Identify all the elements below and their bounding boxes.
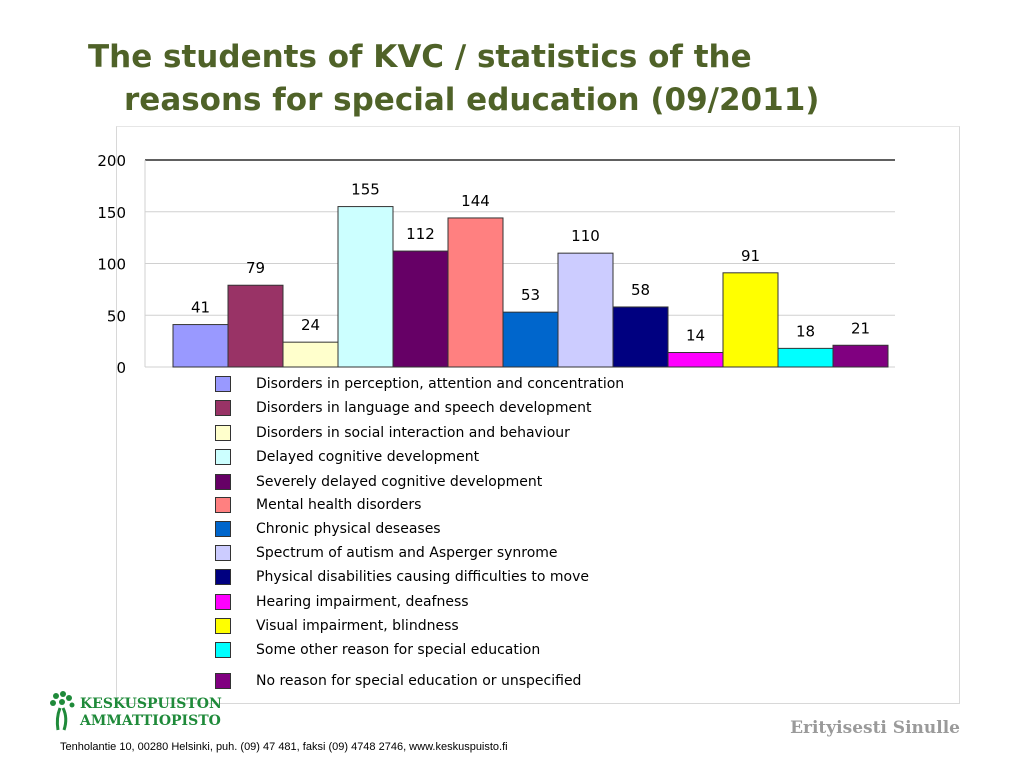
- legend-swatch: [215, 569, 231, 585]
- slogan: Erityisesti Sinulle: [790, 718, 960, 738]
- legend-swatch: [215, 474, 231, 490]
- legend-label: Spectrum of autism and Asperger synrome: [256, 545, 558, 561]
- bar: [557, 252, 614, 368]
- legend-label: Severely delayed cognitive development: [256, 474, 543, 490]
- legend-label: Mental health disorders: [256, 497, 422, 513]
- logo-text-line-2: AMMATTIOPISTO: [80, 713, 221, 729]
- slide-title: The students of KVC / statistics of the …: [88, 36, 988, 122]
- bar-chart: 0 50 100 150 200 41 79 24 155 112 144 53 110 58 14 91 18…: [97, 152, 895, 377]
- y-tick-label: 100: [97, 256, 126, 274]
- legend-swatch: [215, 594, 231, 610]
- bar: [667, 352, 724, 368]
- legend-swatch: [215, 673, 231, 689]
- bar: [722, 272, 779, 368]
- data-label: 53: [521, 286, 540, 304]
- legend-label: Disorders in language and speech develop…: [256, 400, 592, 416]
- legend-swatch: [215, 497, 231, 513]
- legend-swatch: [215, 449, 231, 465]
- bar: [227, 284, 284, 368]
- legend-swatch: [215, 618, 231, 634]
- chart-frame: [116, 126, 960, 704]
- legend-label: Some other reason for special education: [256, 642, 541, 658]
- bar: [832, 344, 889, 368]
- data-label: 21: [851, 319, 870, 337]
- legend-swatch: [215, 642, 231, 658]
- bar: [502, 311, 559, 368]
- data-label: 112: [406, 225, 435, 243]
- data-label: 144: [461, 192, 490, 210]
- bar: [282, 341, 339, 368]
- data-label: 58: [631, 281, 650, 299]
- legend-label: Disorders in perception, attention and c…: [256, 376, 625, 392]
- data-label: 41: [191, 299, 210, 317]
- legend-label: Hearing impairment, deafness: [256, 594, 469, 610]
- bar: [392, 250, 449, 368]
- footer-address: Tenholantie 10, 00280 Helsinki, puh. (09…: [60, 741, 508, 753]
- y-tick-label: 200: [97, 152, 126, 170]
- legend-label: No reason for special education or unspe…: [256, 673, 582, 689]
- legend-label: Visual impairment, blindness: [256, 618, 459, 634]
- logo: KESKUSPUISTON AMMATTIOPISTO: [48, 690, 222, 736]
- bar: [777, 347, 834, 368]
- title-line-2: reasons for special education (09/2011): [124, 82, 820, 118]
- data-label: 14: [686, 327, 705, 345]
- logo-text-line-1: KESKUSPUISTON: [80, 696, 222, 712]
- legend-swatch: [215, 425, 231, 441]
- tree-logo-icon: [50, 691, 75, 731]
- legend-swatch: [215, 400, 231, 416]
- legend-swatch: [215, 521, 231, 537]
- bar: [172, 324, 229, 368]
- legend-label: Chronic physical deseases: [256, 521, 441, 537]
- bar: [447, 217, 504, 368]
- data-label: 24: [301, 316, 320, 334]
- y-tick-label: 0: [116, 359, 126, 377]
- title-line-1: The students of KVC / statistics of the: [88, 39, 752, 75]
- legend-label: Physical disabilities causing difficulti…: [256, 569, 589, 585]
- data-label: 18: [796, 322, 815, 340]
- legend-label: Disorders in social interaction and beha…: [256, 425, 570, 441]
- bar: [612, 306, 669, 368]
- legend-swatch: [215, 545, 231, 561]
- data-label: 91: [741, 247, 760, 265]
- y-tick-label: 50: [107, 307, 126, 325]
- bar: [337, 206, 394, 368]
- y-tick-label: 150: [97, 204, 126, 222]
- legend-label: Delayed cognitive development: [256, 449, 480, 465]
- data-label: 155: [351, 181, 380, 199]
- data-label: 79: [246, 259, 265, 277]
- legend-swatch: [215, 376, 231, 392]
- data-label: 110: [571, 227, 600, 245]
